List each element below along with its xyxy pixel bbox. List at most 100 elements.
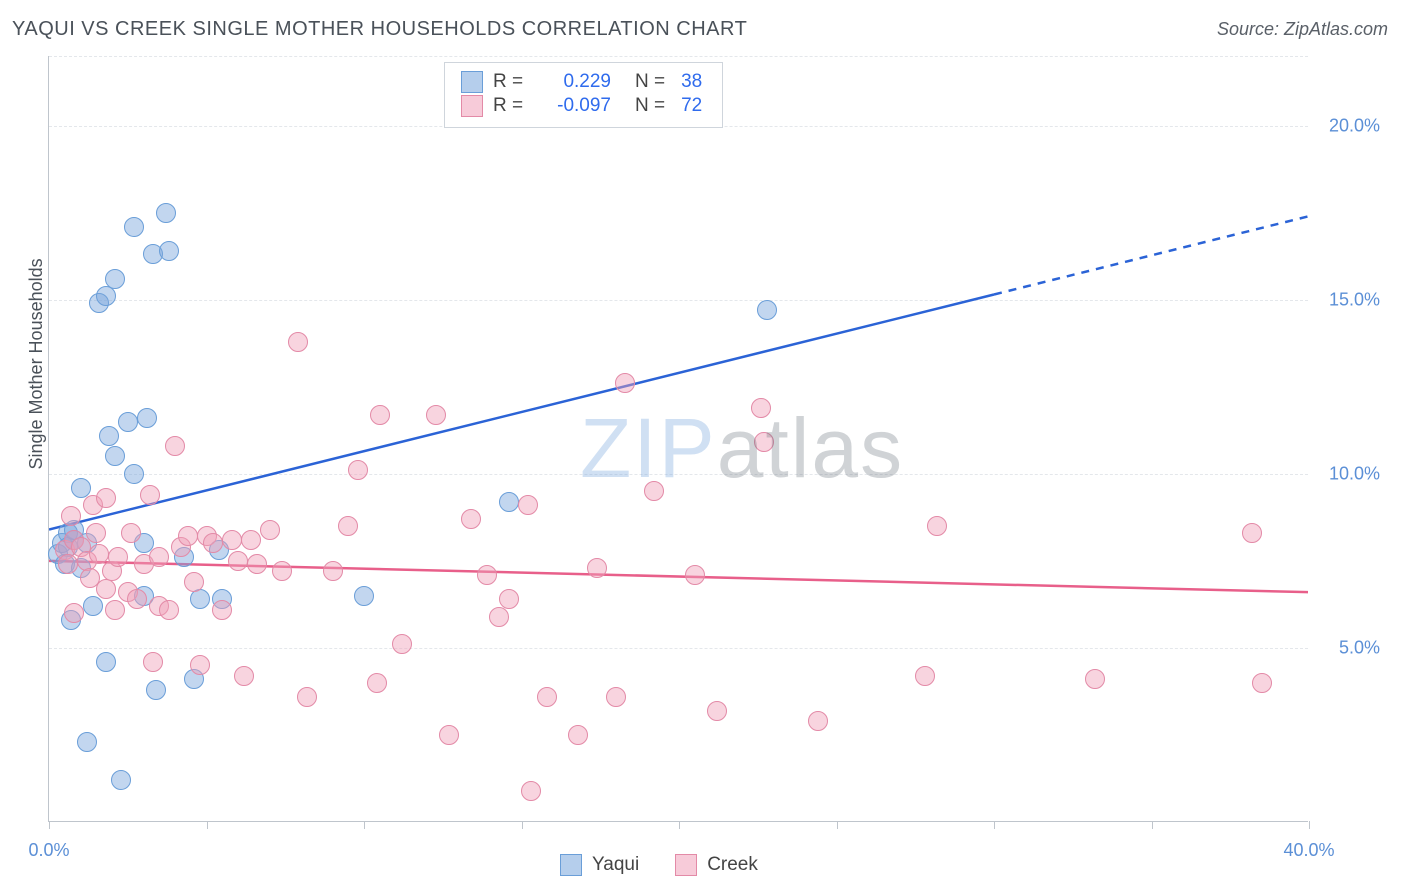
creek-point xyxy=(808,711,828,731)
legend-correlation: R =0.229N =38R =-0.097N =72 xyxy=(444,62,723,128)
creek-point xyxy=(915,666,935,686)
legend-series-item: Yaqui xyxy=(560,854,639,876)
plot-area: 5.0%10.0%15.0%20.0%0.0%40.0% xyxy=(48,56,1308,822)
creek-point xyxy=(272,561,292,581)
yaqui-point xyxy=(156,203,176,223)
legend-correlation-row: R =0.229N =38 xyxy=(461,71,702,93)
creek-point xyxy=(64,603,84,623)
creek-point xyxy=(121,523,141,543)
x-tick-mark xyxy=(837,821,838,829)
creek-point xyxy=(241,530,261,550)
creek-point xyxy=(323,561,343,581)
x-tick-mark xyxy=(679,821,680,829)
creek-point xyxy=(499,589,519,609)
yaqui-point xyxy=(111,770,131,790)
creek-point xyxy=(1252,673,1272,693)
creek-point xyxy=(143,652,163,672)
legend-series-label: Yaqui xyxy=(592,854,639,876)
legend-correlation-row: R = -0.097 N = 72 xyxy=(461,95,702,117)
chart-title: YAQUI VS CREEK SINGLE MOTHER HOUSEHOLDS … xyxy=(12,18,747,41)
legend-series: Yaqui Creek xyxy=(560,854,758,876)
creek-point xyxy=(367,673,387,693)
creek-point xyxy=(370,405,390,425)
legend-swatch xyxy=(675,854,697,876)
x-tick-mark xyxy=(364,821,365,829)
creek-point xyxy=(96,579,116,599)
legend-n-value: 72 xyxy=(681,95,702,117)
creek-point xyxy=(288,332,308,352)
yaqui-point xyxy=(124,464,144,484)
x-tick-mark xyxy=(1309,821,1310,829)
yaqui-point xyxy=(159,241,179,261)
yaqui-point xyxy=(499,492,519,512)
legend-series-label: Creek xyxy=(707,854,758,876)
legend-swatch xyxy=(461,95,483,117)
yaqui-point xyxy=(137,408,157,428)
creek-point xyxy=(615,373,635,393)
yaqui-point xyxy=(96,286,116,306)
y-tick-label: 15.0% xyxy=(1329,289,1380,310)
creek-point xyxy=(537,687,557,707)
title-row: YAQUI VS CREEK SINGLE MOTHER HOUSEHOLDS … xyxy=(12,18,1388,41)
y-tick-label: 10.0% xyxy=(1329,463,1380,484)
creek-point xyxy=(477,565,497,585)
legend-n-label: N = xyxy=(635,95,665,117)
chart-source: Source: ZipAtlas.com xyxy=(1217,19,1388,40)
legend-r-label: R = xyxy=(493,95,531,117)
creek-point xyxy=(184,572,204,592)
gridline xyxy=(49,648,1308,649)
creek-point xyxy=(568,725,588,745)
yaqui-point xyxy=(757,300,777,320)
legend-r-value: 0.229 xyxy=(541,71,611,93)
creek-point xyxy=(61,506,81,526)
creek-point xyxy=(1085,669,1105,689)
creek-point xyxy=(159,600,179,620)
yaqui-point xyxy=(105,269,125,289)
creek-point xyxy=(212,600,232,620)
yaqui-point xyxy=(190,589,210,609)
legend-r-value: -0.097 xyxy=(541,95,611,117)
creek-point xyxy=(228,551,248,571)
creek-point xyxy=(234,666,254,686)
legend-series-item: Creek xyxy=(675,854,758,876)
creek-point xyxy=(140,485,160,505)
creek-point xyxy=(426,405,446,425)
creek-point xyxy=(489,607,509,627)
legend-r-label: R = xyxy=(493,71,531,93)
y-tick-label: 20.0% xyxy=(1329,115,1380,136)
creek-point xyxy=(105,600,125,620)
y-tick-label: 5.0% xyxy=(1339,637,1380,658)
creek-point xyxy=(247,554,267,574)
legend-swatch xyxy=(560,854,582,876)
yaqui-point xyxy=(146,680,166,700)
creek-point xyxy=(203,533,223,553)
creek-point xyxy=(392,634,412,654)
creek-point xyxy=(751,398,771,418)
x-tick-label: 0.0% xyxy=(28,840,69,861)
x-tick-mark xyxy=(207,821,208,829)
x-tick-mark xyxy=(522,821,523,829)
creek-point xyxy=(521,781,541,801)
creek-point xyxy=(338,516,358,536)
creek-point xyxy=(86,523,106,543)
x-tick-label: 40.0% xyxy=(1283,840,1334,861)
creek-point xyxy=(297,687,317,707)
creek-point xyxy=(1242,523,1262,543)
creek-point xyxy=(685,565,705,585)
yaqui-point xyxy=(77,732,97,752)
yaqui-point xyxy=(71,478,91,498)
creek-point xyxy=(149,547,169,567)
x-tick-mark xyxy=(49,821,50,829)
yaqui-trend-line xyxy=(49,295,994,530)
creek-point xyxy=(127,589,147,609)
creek-point xyxy=(89,544,109,564)
creek-point xyxy=(222,530,242,550)
yaqui-point xyxy=(124,217,144,237)
gridline xyxy=(49,300,1308,301)
creek-point xyxy=(96,488,116,508)
creek-point xyxy=(165,436,185,456)
creek-point xyxy=(606,687,626,707)
x-tick-mark xyxy=(1152,821,1153,829)
creek-point xyxy=(461,509,481,529)
creek-point xyxy=(518,495,538,515)
